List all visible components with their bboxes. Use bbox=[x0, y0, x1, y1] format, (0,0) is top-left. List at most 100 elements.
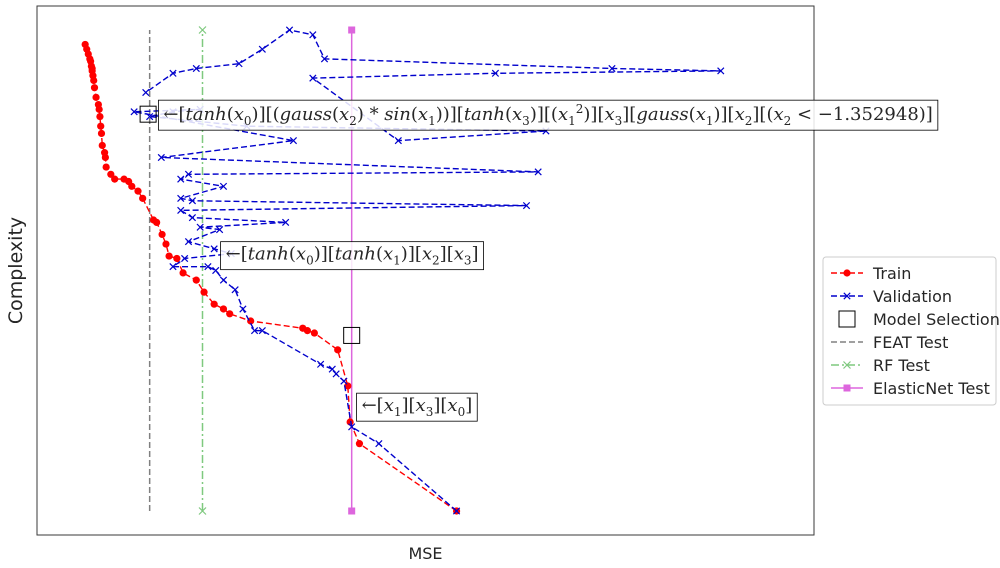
series-1-point-50-b bbox=[169, 69, 177, 77]
annotation-2-part-12: ] bbox=[465, 395, 472, 416]
legend-swatch-marker-0 bbox=[843, 269, 851, 277]
annotation-0-part-4: x bbox=[234, 104, 244, 125]
annotation-1-part-3: ( bbox=[289, 244, 296, 265]
series-1-point-30 bbox=[534, 168, 542, 176]
series-0-point-7 bbox=[299, 324, 307, 332]
annotation-0-part-26: 3 bbox=[522, 114, 530, 128]
series-1-point-43 bbox=[608, 64, 616, 73]
series-1-point-41 bbox=[491, 69, 500, 77]
series-1-point-44 bbox=[320, 55, 329, 63]
series-1-point-32 bbox=[289, 137, 298, 145]
annotation-1-part-15: [ bbox=[415, 244, 422, 265]
annotation-0-part-48: x bbox=[735, 104, 745, 125]
series-0-point-38 bbox=[90, 84, 99, 92]
annotation-2-part-5: [ bbox=[409, 395, 416, 416]
series-1-point-27-b bbox=[219, 182, 228, 190]
annotation-0-part-50: ] bbox=[752, 104, 759, 125]
series-1-point-13 bbox=[204, 263, 212, 271]
annotation-0-part-3: ( bbox=[227, 104, 234, 125]
annotation-0-part-38: 3 bbox=[615, 114, 623, 128]
series-1-point-15 bbox=[181, 254, 189, 263]
annotation-1-part-18: ] bbox=[440, 244, 447, 265]
series-1-point-9 bbox=[239, 305, 247, 313]
annotation-0-part-24: ( bbox=[505, 104, 512, 125]
annotation-2-part-11: 0 bbox=[458, 405, 466, 419]
annotation-0-part-46: ] bbox=[721, 104, 728, 125]
series-1-point-8 bbox=[250, 327, 259, 335]
series-1-point-18 bbox=[184, 238, 193, 246]
annotation-0-part-36: [ bbox=[597, 104, 604, 125]
series-1-point-44-b bbox=[320, 55, 329, 63]
annotation-0-part-49: 2 bbox=[745, 114, 753, 128]
series-line-1 bbox=[134, 29, 721, 512]
annotation-text-2: ←[x1][x3][x0] bbox=[362, 395, 473, 419]
annotation-0-part-40: [ bbox=[629, 104, 636, 125]
series-1-point-5-b bbox=[328, 365, 336, 373]
annotation-2-part-4: ] bbox=[401, 395, 408, 416]
annotation-1-part-17: 2 bbox=[432, 254, 440, 268]
annotation-0-part-39: ] bbox=[622, 104, 629, 125]
legend-item-4: RF Test bbox=[831, 356, 930, 375]
legend-item-3: FEAT Test bbox=[831, 333, 948, 352]
series-1-point-7-b bbox=[258, 327, 266, 335]
series-1-point-14-b bbox=[169, 263, 177, 271]
series-1-point-49 bbox=[192, 64, 200, 73]
series-1-point-46-b bbox=[285, 26, 294, 34]
annotation-0-part-0: ← bbox=[163, 104, 178, 125]
annotation-0-part-6: ) bbox=[252, 104, 259, 125]
series-1-point-9-b bbox=[239, 305, 247, 313]
annotation-0-part-20: )) bbox=[436, 104, 450, 125]
series-1-point-17 bbox=[210, 245, 218, 253]
series-1-point-40 bbox=[309, 74, 317, 82]
annotation-0-part-9: ( bbox=[273, 104, 280, 125]
legend-swatch-marker-1 bbox=[843, 292, 851, 300]
series-1-point-25-b bbox=[188, 197, 197, 205]
annotation-0-part-14: ) bbox=[357, 104, 364, 125]
series-0-point-11 bbox=[210, 300, 218, 308]
annotation-2-part-0: ← bbox=[362, 395, 377, 416]
annotation-2-part-1: [ bbox=[377, 395, 384, 416]
annotation-0-part-51: [ bbox=[759, 104, 766, 125]
series-1-point-21 bbox=[282, 218, 290, 227]
annotation-0-part-41: gauss bbox=[636, 104, 688, 125]
annotation-0-part-57: ) bbox=[919, 104, 926, 125]
legend-items: Train Validation Model Selection FEAT Test R… bbox=[831, 264, 1000, 398]
series-1-point-4 bbox=[332, 370, 340, 378]
series-1-point-17-b bbox=[210, 245, 218, 253]
y-axis-label: Complexity bbox=[5, 217, 27, 324]
series-0-point-15 bbox=[173, 254, 181, 263]
series-1-point-28 bbox=[177, 175, 185, 183]
annotation-0-part-29: [ bbox=[544, 104, 551, 125]
annotation-1: ←[tanh(x0)][tanh(x1)][x2][x3] bbox=[220, 241, 484, 271]
series-1-point-47 bbox=[258, 45, 266, 53]
annotation-1-part-14: ] bbox=[408, 244, 415, 265]
series-1-point-50 bbox=[169, 69, 177, 77]
annotation-2-part-8: ] bbox=[433, 395, 440, 416]
series-1-point-27 bbox=[219, 182, 228, 190]
annotation-2-part-6: x bbox=[416, 395, 426, 416]
series-0-point-4 bbox=[334, 346, 342, 354]
series-1-point-14 bbox=[169, 263, 177, 271]
series-1-point-26 bbox=[177, 194, 185, 202]
series-1-point-21-b bbox=[282, 218, 290, 227]
annotation-0-part-33: 2 bbox=[576, 102, 584, 116]
series-0-point-36 bbox=[94, 100, 102, 109]
series-1-point-43-b bbox=[608, 64, 616, 73]
series-0-point-34 bbox=[96, 112, 104, 121]
series-1-point-23 bbox=[177, 206, 185, 214]
series-1-point-31 bbox=[157, 153, 165, 162]
annotation-2-part-10: x bbox=[447, 395, 457, 416]
series-1-point-48-b bbox=[235, 60, 243, 68]
annotation-0-part-18: x bbox=[418, 104, 428, 125]
series-1-point-25 bbox=[188, 197, 197, 205]
series-1-point-42-b bbox=[717, 67, 725, 75]
annotation-0-part-44: 1 bbox=[706, 114, 714, 128]
series-1-point-49-b bbox=[192, 64, 200, 73]
annotation-0-part-22: [ bbox=[457, 104, 464, 125]
series-1-point-32-b bbox=[289, 137, 298, 145]
ref-marker-bottom-2 bbox=[348, 507, 356, 515]
series-1-point-4-b bbox=[332, 370, 340, 378]
series-1-point-1 bbox=[375, 440, 383, 448]
annotation-0-part-30: ( bbox=[551, 104, 558, 125]
annotation-1-part-22: ] bbox=[472, 244, 479, 265]
